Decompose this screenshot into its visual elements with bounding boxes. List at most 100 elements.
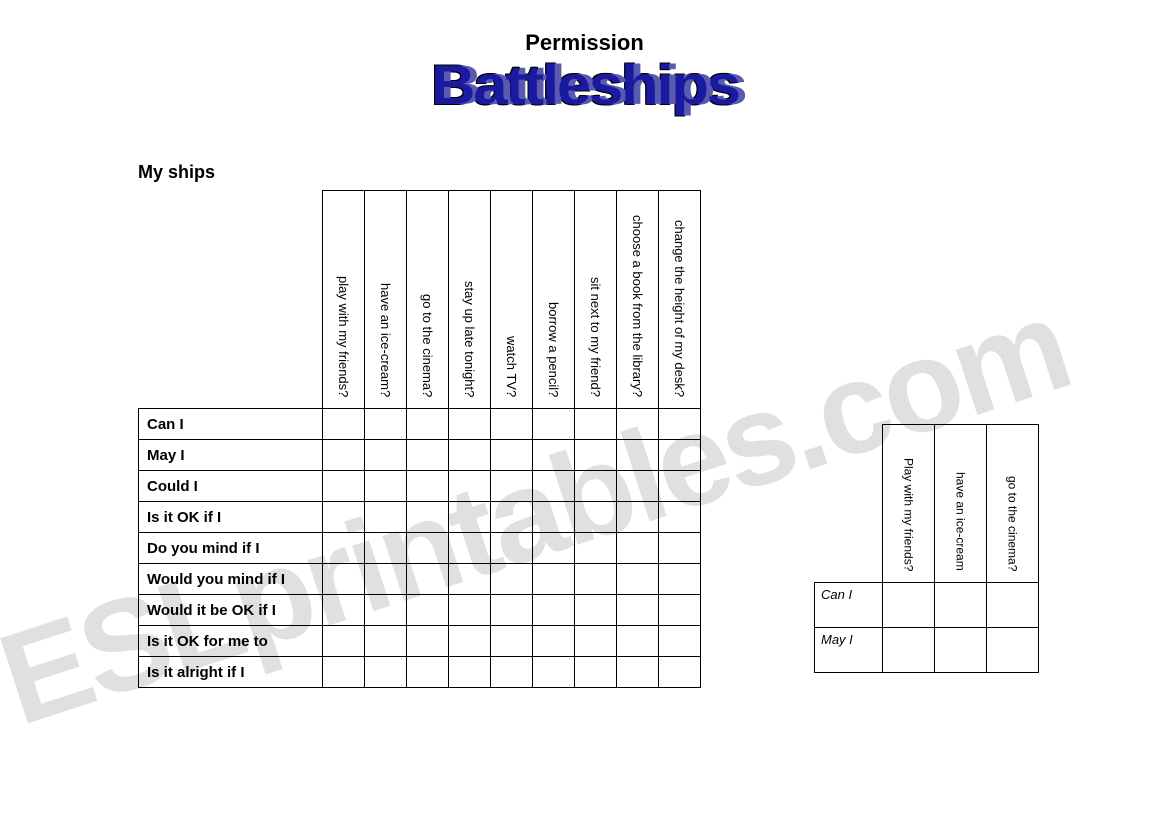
grid-cell[interactable]: [407, 657, 449, 688]
grid-cell[interactable]: [323, 564, 365, 595]
row-label: Would you mind if I: [139, 564, 323, 595]
row-label: Do you mind if I: [139, 533, 323, 564]
grid-cell[interactable]: [659, 595, 701, 626]
grid-cell[interactable]: [491, 409, 533, 440]
grid-cell[interactable]: [491, 595, 533, 626]
grid-cell[interactable]: [617, 471, 659, 502]
grid-cell[interactable]: [575, 564, 617, 595]
grid-cell[interactable]: [491, 533, 533, 564]
grid-cell[interactable]: [575, 626, 617, 657]
grid-cell[interactable]: [617, 502, 659, 533]
grid-cell[interactable]: [365, 471, 407, 502]
grid-cell[interactable]: [449, 409, 491, 440]
grid-cell[interactable]: [533, 502, 575, 533]
grid-cell[interactable]: [659, 502, 701, 533]
grid-cell[interactable]: [365, 409, 407, 440]
grid-cell[interactable]: [407, 626, 449, 657]
grid-cell[interactable]: [617, 440, 659, 471]
grid-cell[interactable]: [617, 409, 659, 440]
grid-cell[interactable]: [323, 471, 365, 502]
col-header: change the height of my desk?: [659, 191, 701, 409]
grid-cell[interactable]: [491, 626, 533, 657]
grid-cell[interactable]: [491, 564, 533, 595]
grid-cell[interactable]: [617, 657, 659, 688]
grid-cell[interactable]: [575, 657, 617, 688]
grid-cell[interactable]: [407, 502, 449, 533]
grid-cell[interactable]: [883, 583, 935, 628]
row-label: Would it be OK if I: [139, 595, 323, 626]
grid-cell[interactable]: [365, 533, 407, 564]
grid-cell[interactable]: [365, 502, 407, 533]
col-header: stay up late tonight?: [449, 191, 491, 409]
grid-cell[interactable]: [987, 583, 1039, 628]
grid-cell[interactable]: [491, 657, 533, 688]
grid-cell[interactable]: [407, 533, 449, 564]
grid-cell[interactable]: [449, 533, 491, 564]
row-label: May I: [139, 440, 323, 471]
grid-cell[interactable]: [323, 626, 365, 657]
grid-cell[interactable]: [575, 409, 617, 440]
grid-cell[interactable]: [935, 628, 987, 673]
grid-cell[interactable]: [407, 595, 449, 626]
grid-cell[interactable]: [533, 471, 575, 502]
col-header: sit next to my friend?: [575, 191, 617, 409]
grid-cell[interactable]: [533, 533, 575, 564]
grid-cell[interactable]: [491, 471, 533, 502]
grid-cell[interactable]: [365, 657, 407, 688]
grid-cell[interactable]: [533, 595, 575, 626]
grid-cell[interactable]: [407, 564, 449, 595]
grid-cell[interactable]: [533, 409, 575, 440]
grid-cell[interactable]: [533, 564, 575, 595]
grid-cell[interactable]: [575, 440, 617, 471]
grid-cell[interactable]: [659, 409, 701, 440]
grid-cell[interactable]: [617, 626, 659, 657]
grid-cell[interactable]: [323, 409, 365, 440]
mini-battleship-grid: Play with my friends? have an ice-cream …: [814, 424, 1039, 673]
grid-cell[interactable]: [659, 533, 701, 564]
grid-cell[interactable]: [323, 502, 365, 533]
grid-cell[interactable]: [575, 595, 617, 626]
grid-cell[interactable]: [491, 440, 533, 471]
grid-cell[interactable]: [449, 595, 491, 626]
row-label: May I: [815, 628, 883, 673]
grid-cell[interactable]: [883, 628, 935, 673]
grid-cell[interactable]: [659, 626, 701, 657]
grid-cell[interactable]: [533, 440, 575, 471]
grid-cell[interactable]: [659, 564, 701, 595]
grid-cell[interactable]: [659, 440, 701, 471]
grid-cell[interactable]: [365, 564, 407, 595]
row-label: Could I: [139, 471, 323, 502]
grid-cell[interactable]: [617, 595, 659, 626]
grid-cell[interactable]: [533, 657, 575, 688]
grid-cell[interactable]: [659, 471, 701, 502]
grid-cell[interactable]: [491, 502, 533, 533]
wordart-container: Battleships: [445, 52, 725, 117]
grid-cell[interactable]: [935, 583, 987, 628]
grid-cell[interactable]: [407, 471, 449, 502]
grid-cell[interactable]: [617, 533, 659, 564]
grid-cell[interactable]: [407, 440, 449, 471]
grid-cell[interactable]: [533, 626, 575, 657]
grid-cell[interactable]: [575, 502, 617, 533]
grid-cell[interactable]: [575, 533, 617, 564]
grid-cell[interactable]: [323, 440, 365, 471]
grid-cell[interactable]: [449, 626, 491, 657]
grid-cell[interactable]: [323, 595, 365, 626]
grid-cell[interactable]: [323, 657, 365, 688]
grid-cell[interactable]: [617, 564, 659, 595]
grid-cell[interactable]: [407, 409, 449, 440]
main-battleship-grid: play with my friends? have an ice-cream?…: [138, 190, 701, 688]
grid-cell[interactable]: [365, 595, 407, 626]
grid-cell[interactable]: [659, 657, 701, 688]
grid-cell[interactable]: [449, 657, 491, 688]
grid-corner: [139, 191, 323, 409]
grid-cell[interactable]: [449, 502, 491, 533]
grid-cell[interactable]: [575, 471, 617, 502]
grid-cell[interactable]: [365, 440, 407, 471]
grid-cell[interactable]: [449, 440, 491, 471]
grid-cell[interactable]: [365, 626, 407, 657]
grid-cell[interactable]: [449, 564, 491, 595]
grid-cell[interactable]: [323, 533, 365, 564]
grid-cell[interactable]: [987, 628, 1039, 673]
grid-cell[interactable]: [449, 471, 491, 502]
